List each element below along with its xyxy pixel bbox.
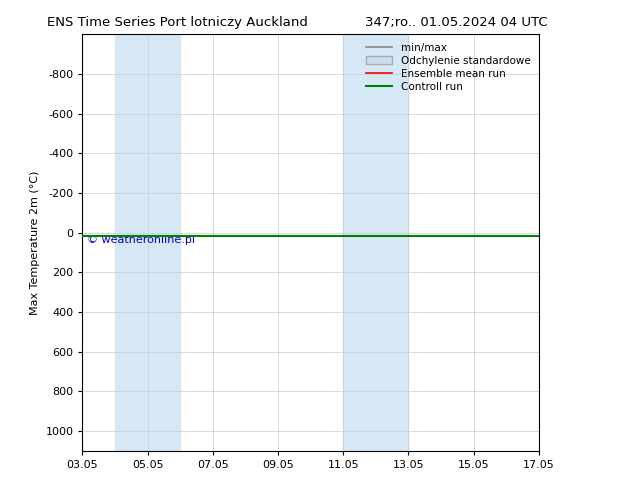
Text: © weatheronline.pl: © weatheronline.pl <box>87 236 195 245</box>
Y-axis label: Max Temperature 2m (°C): Max Temperature 2m (°C) <box>30 171 40 315</box>
Text: ENS Time Series Port lotniczy Auckland: ENS Time Series Port lotniczy Auckland <box>47 16 308 29</box>
Bar <box>115 34 180 451</box>
Text: 347;ro.. 01.05.2024 04 UTC: 347;ro.. 01.05.2024 04 UTC <box>365 16 548 29</box>
Legend: min/max, Odchylenie standardowe, Ensemble mean run, Controll run: min/max, Odchylenie standardowe, Ensembl… <box>363 40 534 95</box>
Bar <box>343 34 408 451</box>
